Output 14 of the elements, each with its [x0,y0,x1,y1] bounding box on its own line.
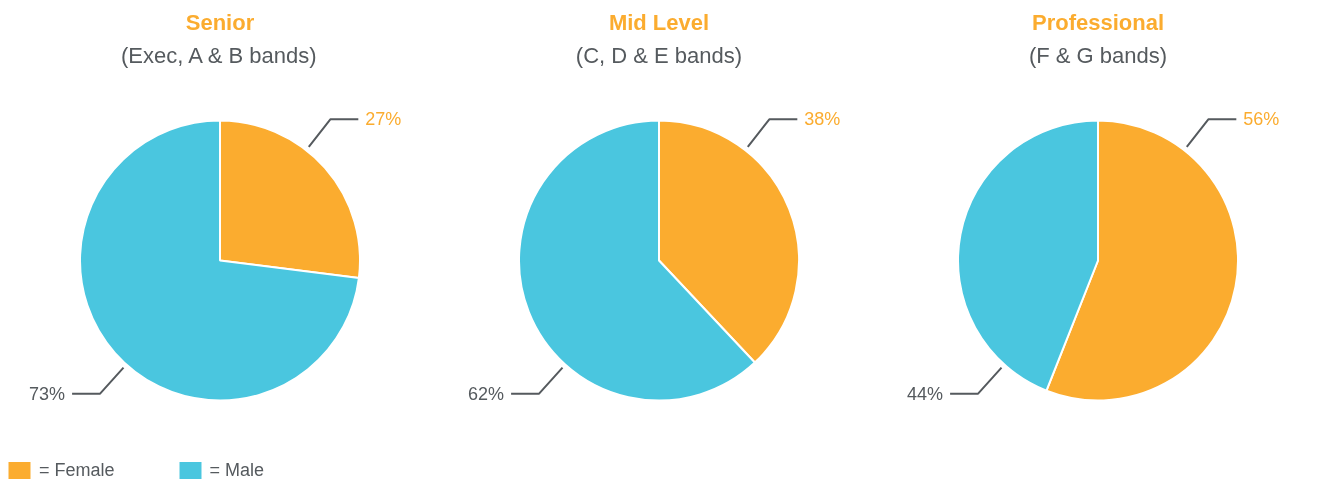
data-label: 38% [804,109,841,130]
chart-title: Professional [1031,10,1165,35]
chart-subtitle: (Exec, A & B bands) [120,43,317,68]
chart-title: Mid Level [608,10,710,35]
legend-label: = Female [39,459,115,481]
data-label: 73% [29,383,66,404]
chart-subtitle: (F & G bands) [1028,43,1168,68]
data-label: 56% [1243,109,1280,130]
data-label: 62% [468,383,505,404]
data-label: 27% [365,109,402,130]
chart-subtitle: (C, D & E bands) [575,43,743,68]
legend-label: = Male [209,459,265,481]
data-label: 44% [907,383,944,404]
chart-title: Senior [185,10,255,35]
